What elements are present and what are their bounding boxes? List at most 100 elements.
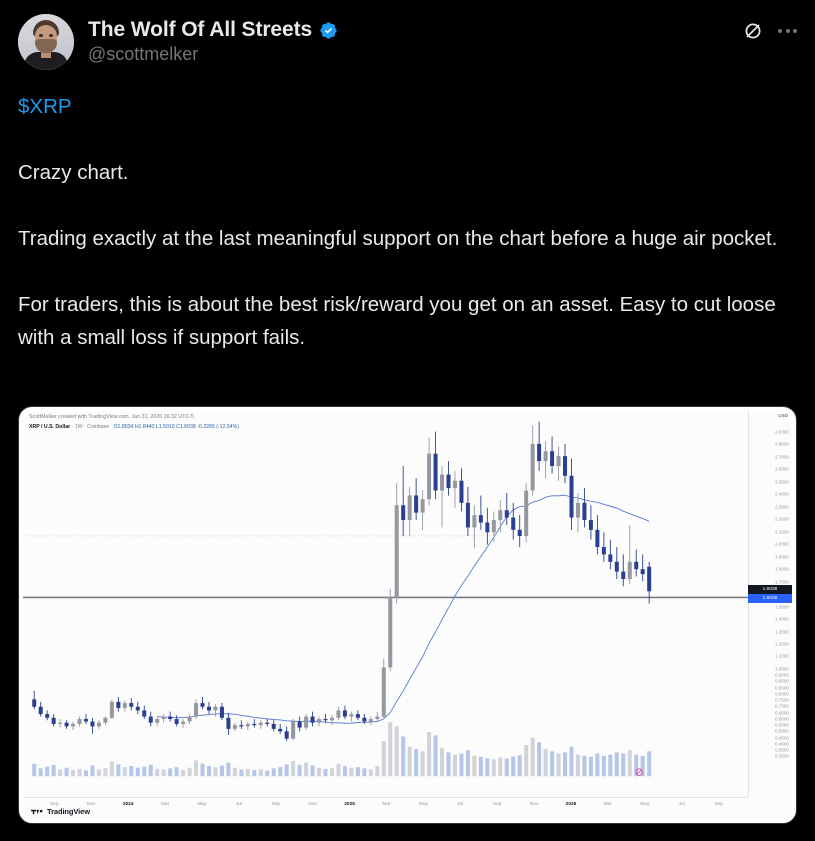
price-tick: 1.3000 <box>774 629 789 634</box>
time-tick: Sep <box>271 802 281 807</box>
time-tick: May <box>197 802 207 807</box>
tradingview-mark-icon <box>31 809 43 814</box>
avatar-eye-right <box>49 34 53 37</box>
price-tick: 1.7000 <box>774 579 789 585</box>
avatar[interactable] <box>18 14 74 70</box>
price-tick: 2.7000 <box>774 454 789 460</box>
verified-badge-icon <box>320 21 337 39</box>
price-tick: 2.0000 <box>774 541 789 547</box>
avatar-eye-left <box>39 34 43 37</box>
price-tick: 2.1000 <box>774 529 789 535</box>
time-tick: Sep <box>714 802 723 807</box>
price-tick: 2.5000 <box>774 479 789 485</box>
time-tick: Sep <box>492 802 502 807</box>
grok-icon[interactable] <box>742 20 764 42</box>
price-tick: 2.3000 <box>774 504 789 510</box>
more-dot-1 <box>778 29 782 33</box>
price-tick: 1.5000 <box>774 604 789 610</box>
chart-low: L1.5010 <box>155 424 175 430</box>
candlestick-svg <box>23 411 748 797</box>
time-tick: 2025 <box>344 802 355 807</box>
tweet-header: The Wolf Of All Streets @scottmelker <box>0 0 815 70</box>
chart-sep-3 <box>111 424 112 430</box>
price-tick: 1.2000 <box>774 641 789 647</box>
price-tick: 2.2000 <box>774 516 789 522</box>
price-tick: 1.4000 <box>774 616 789 622</box>
tradingview-wordmark: TradingView <box>47 807 90 816</box>
price-tick: 1.1000 <box>774 653 789 659</box>
cashtag-paragraph: $XRP <box>18 90 797 123</box>
avatar-shirt <box>24 52 68 70</box>
price-tick: 0.4000 <box>774 741 789 747</box>
chart-sep-1: · <box>71 424 75 430</box>
time-tick: Sep <box>50 802 59 807</box>
tradingview-chart: ScottMelker created with TradingView.com… <box>23 411 792 819</box>
price-tick: 2.6000 <box>774 466 789 472</box>
time-tick: May <box>418 802 428 807</box>
chart-change: -0.2289 (-12.54%) <box>197 424 239 430</box>
tweet-paragraph-2: Trading exactly at the last meaningful s… <box>18 227 778 250</box>
time-tick: Nov <box>308 802 317 807</box>
price-tick: 0.5000 <box>774 728 789 734</box>
price-tick: 0.9500 <box>774 672 789 678</box>
tradingview-logo: TradingView <box>31 807 90 816</box>
price-tick: 0.6500 <box>774 710 789 716</box>
time-tick: Jul <box>678 802 685 807</box>
author-handle[interactable]: @scottmelker <box>88 44 199 64</box>
price-tick: 1.8000 <box>774 566 789 572</box>
time-tick: Jul <box>457 802 464 807</box>
price-tick: 2.4000 <box>774 491 789 497</box>
chart-symbol-row: XRP / U.S. Dollar · 1W · Coinbase O1.803… <box>29 424 239 430</box>
more-options-icon[interactable] <box>778 25 797 37</box>
time-tick: 2026 <box>565 802 577 807</box>
price-tick: 2.9000 <box>774 429 789 435</box>
price-tick: 0.8500 <box>774 685 789 691</box>
current-price-label: 1.6038 1.6038 <box>748 584 792 603</box>
avatar-beard <box>35 39 57 53</box>
author-names: The Wolf Of All Streets @scottmelker <box>88 14 338 65</box>
more-dot-3 <box>793 29 797 33</box>
chart-media-card[interactable]: ScottMelker created with TradingView.com… <box>18 406 797 824</box>
tweet-paragraph-3: For traders, this is about the best risk… <box>18 293 776 349</box>
author-name-row: The Wolf Of All Streets <box>88 18 338 42</box>
current-price-value: 1.6038 <box>748 584 792 594</box>
header-actions <box>742 20 797 42</box>
price-tick: 0.7000 <box>774 703 789 709</box>
current-price-secondary-value: 1.6038 <box>748 593 792 603</box>
chart-close: C1.6038 <box>176 424 196 430</box>
time-tick: Mar <box>160 802 170 807</box>
price-tick: 0.9000 <box>774 678 789 684</box>
price-tick: 0.7500 <box>774 697 789 703</box>
time-tick: Nov <box>529 802 539 807</box>
time-tick: Nov <box>87 802 96 807</box>
time-axis[interactable]: Sep Nov 2024 Mar May Jul Sep Nov 2025 Mar May Jul Se… <box>23 797 748 819</box>
time-tick: May <box>640 802 650 807</box>
price-tick: 1.0000 <box>774 666 789 672</box>
chart-open: O1.8034 <box>113 424 134 430</box>
price-tick: 0.4500 <box>774 735 789 741</box>
tweet-text: $XRP Crazy chart. Trading exactly at the… <box>0 70 815 354</box>
chart-high: H1.8440 <box>134 424 155 430</box>
cashtag-link[interactable]: $XRP <box>18 95 72 118</box>
chart-interval: 1W <box>74 424 83 430</box>
price-axis[interactable]: USD 2.9000 2.8000 2.7000 2.6000 2.5000 2.4000… <box>748 411 792 797</box>
tweet-paragraph-1: Crazy chart. <box>18 161 129 184</box>
chart-exchange: Coinbase <box>87 424 110 430</box>
price-tick: 0.6000 <box>774 716 789 722</box>
time-tick: 2024 <box>122 802 134 807</box>
price-tick: 0.8000 <box>774 691 789 697</box>
chart-sep-2: · <box>84 424 88 430</box>
price-tick: 1.9000 <box>774 554 789 560</box>
time-tick: Jul <box>235 802 242 807</box>
price-tick: 0.3000 <box>774 753 789 759</box>
price-tick: 0.5500 <box>774 722 789 728</box>
price-axis-title: USD <box>778 413 788 418</box>
price-tick: 2.8000 <box>774 441 789 447</box>
author-display-name[interactable]: The Wolf Of All Streets <box>88 18 313 41</box>
avatar-neck <box>41 48 51 58</box>
more-dot-2 <box>785 29 790 33</box>
time-tick: Mar <box>382 802 391 807</box>
time-tick: Mar <box>603 802 613 807</box>
price-tick: 0.3500 <box>774 747 789 753</box>
